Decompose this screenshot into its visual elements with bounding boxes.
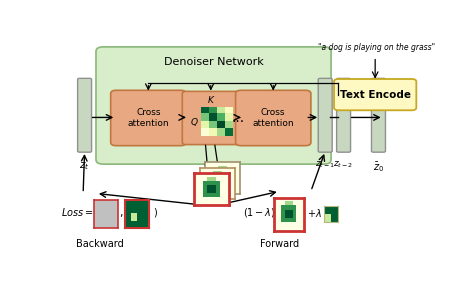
FancyBboxPatch shape bbox=[337, 78, 351, 152]
Text: Backward: Backward bbox=[76, 239, 124, 249]
Text: ...: ... bbox=[232, 111, 245, 125]
Text: $\bar{z}_0$: $\bar{z}_0$ bbox=[373, 160, 384, 174]
Text: $z_{t-2}$: $z_{t-2}$ bbox=[333, 160, 354, 170]
FancyBboxPatch shape bbox=[318, 78, 332, 152]
FancyBboxPatch shape bbox=[78, 78, 91, 152]
Text: $+ \lambda$: $+ \lambda$ bbox=[307, 207, 322, 219]
Text: Denoiser Network: Denoiser Network bbox=[164, 57, 264, 67]
FancyBboxPatch shape bbox=[236, 90, 311, 146]
Text: $(1 - \lambda)$: $(1 - \lambda)$ bbox=[243, 206, 275, 219]
Text: Cross
attention: Cross attention bbox=[253, 108, 294, 128]
FancyBboxPatch shape bbox=[372, 78, 385, 152]
FancyBboxPatch shape bbox=[182, 91, 239, 145]
Text: $Loss = E($: $Loss = E($ bbox=[61, 206, 106, 219]
Text: $z_t$: $z_t$ bbox=[79, 160, 90, 171]
Text: ): ) bbox=[153, 208, 157, 218]
Text: ,: , bbox=[119, 208, 123, 218]
Text: V: V bbox=[225, 118, 231, 127]
Text: Forward: Forward bbox=[260, 239, 299, 249]
FancyBboxPatch shape bbox=[96, 47, 331, 164]
Text: K: K bbox=[208, 96, 214, 105]
Text: Text Encode: Text Encode bbox=[340, 90, 410, 100]
Text: $z_{t-1}$: $z_{t-1}$ bbox=[315, 160, 336, 170]
FancyBboxPatch shape bbox=[110, 90, 186, 146]
FancyBboxPatch shape bbox=[334, 79, 416, 110]
Text: Cross
attention: Cross attention bbox=[128, 108, 169, 128]
Text: Q: Q bbox=[191, 118, 198, 127]
Text: "a dog is playing on the grass": "a dog is playing on the grass" bbox=[319, 43, 436, 52]
